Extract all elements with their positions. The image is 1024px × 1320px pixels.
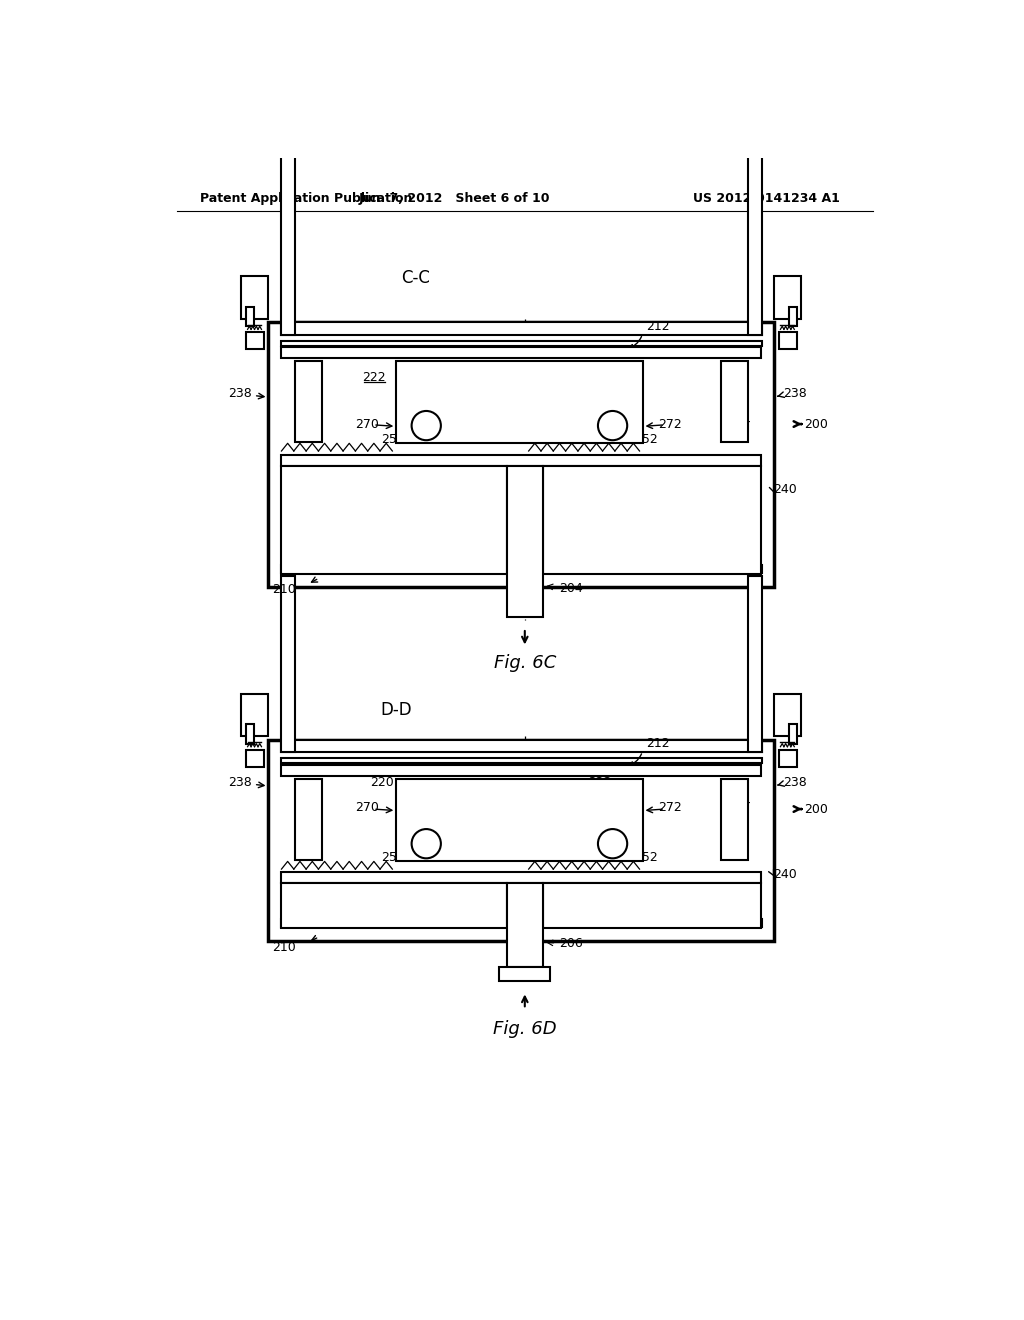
Text: 224: 224 (550, 407, 573, 418)
Text: 212: 212 (646, 737, 670, 750)
Text: 244: 244 (294, 413, 317, 426)
Text: 242: 242 (438, 391, 462, 404)
Bar (281, 322, 762, 335)
Bar (774, 693, 801, 737)
Text: 244: 244 (294, 795, 317, 808)
Bar (246, 750, 264, 767)
Bar (281, 758, 762, 763)
Bar (242, 276, 268, 318)
Bar (774, 276, 801, 318)
Bar (282, 455, 761, 466)
Text: 240: 240 (773, 483, 798, 496)
Bar (282, 466, 507, 574)
Text: Fig. 6D: Fig. 6D (493, 1019, 557, 1038)
Text: C-C: C-C (401, 269, 430, 286)
Bar (281, 341, 762, 346)
Text: 210: 210 (272, 941, 296, 954)
Bar (396, 360, 643, 444)
Text: 222: 222 (450, 891, 473, 904)
Bar (282, 883, 507, 928)
Text: Fig. 6C: Fig. 6C (494, 653, 556, 672)
Text: 204: 204 (559, 582, 583, 594)
Bar (281, 95, 295, 335)
Bar (281, 322, 762, 574)
Text: 210: 210 (272, 583, 296, 597)
Text: 212: 212 (646, 319, 670, 333)
Bar (282, 347, 761, 358)
Text: 272: 272 (657, 801, 681, 814)
Text: 250: 250 (381, 851, 404, 865)
Text: 270: 270 (355, 801, 379, 814)
Circle shape (598, 829, 628, 858)
Text: 244: 244 (727, 413, 751, 426)
Bar (500, 966, 550, 981)
Bar (721, 779, 749, 859)
Text: Jun. 7, 2012   Sheet 6 of 10: Jun. 7, 2012 Sheet 6 of 10 (358, 191, 550, 205)
Text: 262: 262 (677, 517, 700, 531)
Text: 220: 220 (370, 776, 394, 788)
Bar (268, 322, 774, 586)
Circle shape (412, 829, 441, 858)
Text: US 2012/0141234 A1: US 2012/0141234 A1 (692, 191, 840, 205)
Bar (246, 333, 264, 350)
Text: 220: 220 (562, 360, 586, 372)
Text: Patent Application Publication: Patent Application Publication (200, 191, 413, 205)
Bar (242, 693, 268, 737)
Bar (281, 739, 762, 928)
Text: 250: 250 (381, 433, 404, 446)
Text: 260: 260 (309, 891, 334, 904)
Bar (543, 883, 761, 928)
Text: 252: 252 (634, 851, 657, 865)
Bar (295, 360, 322, 442)
Text: 238: 238 (227, 387, 252, 400)
Text: 238: 238 (782, 776, 807, 788)
Bar (507, 883, 543, 966)
Bar (543, 466, 761, 574)
Bar (282, 873, 761, 883)
Bar (396, 779, 643, 862)
Bar (749, 576, 762, 752)
Bar (282, 766, 761, 776)
Text: 200: 200 (804, 803, 828, 816)
Text: 222: 222 (589, 776, 612, 788)
Text: 244: 244 (727, 795, 751, 808)
Text: 260: 260 (307, 517, 331, 531)
Bar (281, 919, 762, 927)
Circle shape (598, 411, 628, 441)
Bar (281, 576, 295, 752)
Bar (779, 750, 797, 767)
Text: 224: 224 (438, 829, 462, 842)
Bar (779, 333, 797, 350)
Bar (281, 739, 762, 752)
Bar (268, 739, 774, 941)
Text: 272: 272 (657, 417, 681, 430)
Text: 240: 240 (773, 869, 798, 880)
Bar (246, 308, 254, 326)
Text: 238: 238 (227, 776, 252, 788)
Bar (507, 466, 543, 616)
Text: 262: 262 (657, 891, 681, 904)
Text: 242: 242 (558, 829, 582, 842)
Bar (721, 360, 749, 442)
Text: 270: 270 (355, 417, 379, 430)
Bar (788, 725, 797, 743)
Bar (281, 565, 762, 573)
Text: 222: 222 (362, 371, 386, 384)
Bar (246, 725, 254, 743)
Text: 238: 238 (782, 387, 807, 400)
Text: 252: 252 (634, 433, 657, 446)
Text: 200: 200 (804, 417, 828, 430)
Circle shape (412, 411, 441, 441)
Bar (295, 779, 322, 859)
Text: 206: 206 (559, 937, 583, 950)
Text: 222: 222 (589, 517, 612, 531)
Bar (749, 95, 762, 335)
Text: D-D: D-D (380, 701, 412, 719)
Bar (788, 308, 797, 326)
